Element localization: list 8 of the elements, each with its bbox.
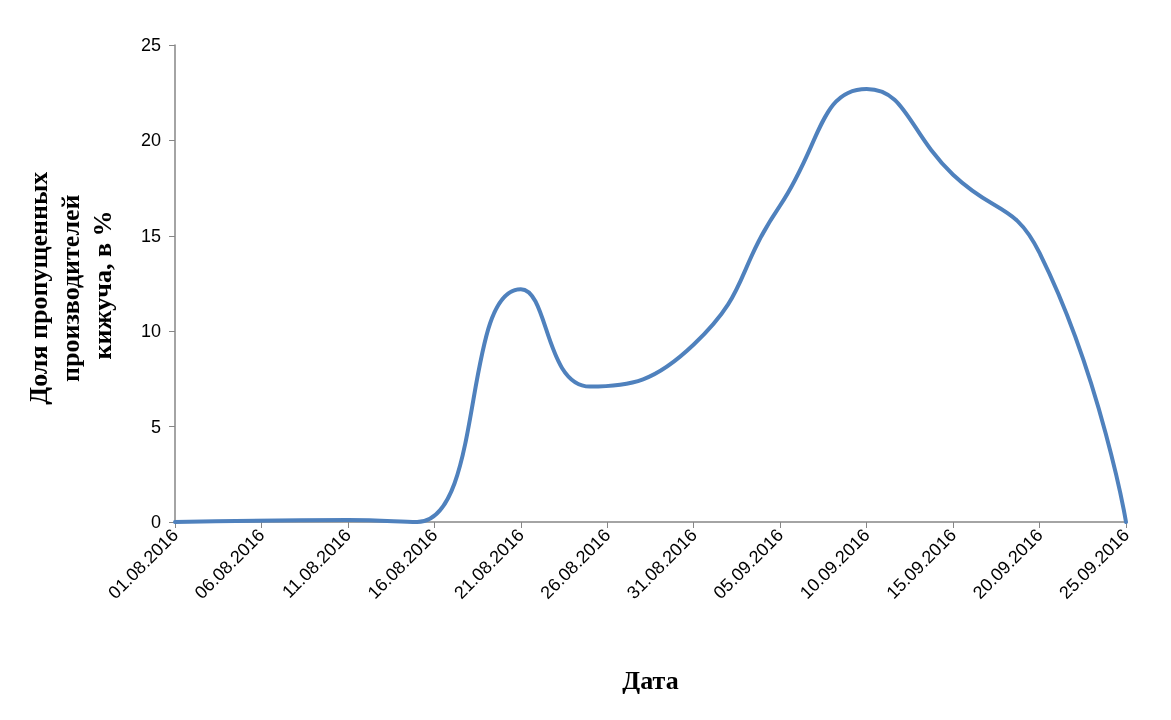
y-tick-label: 15 <box>140 225 161 246</box>
y-tick-label: 0 <box>150 512 161 532</box>
y-tick-label: 25 <box>140 35 161 55</box>
y-axis-title: Доля пропущенных производителей кижуча, в % <box>23 165 117 405</box>
y-tick-label: 5 <box>150 416 161 437</box>
y-tick-label: 20 <box>140 130 161 151</box>
y-tick-label: 10 <box>140 321 161 342</box>
x-axis-title: Дата <box>622 665 679 695</box>
